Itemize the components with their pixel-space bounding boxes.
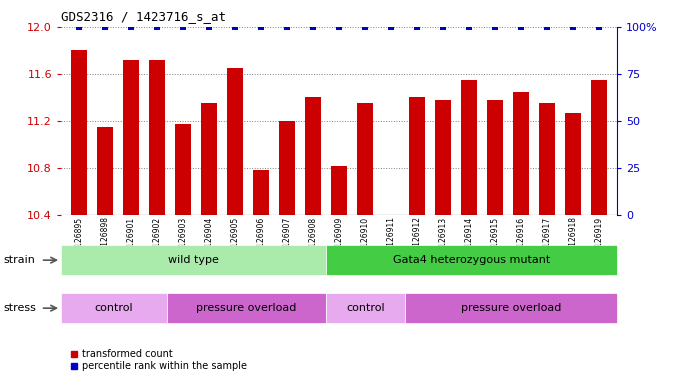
Bar [461,80,477,215]
Point [74,24,85,30]
Text: pressure overload: pressure overload [461,303,561,313]
Bar [61,245,325,275]
Point [490,24,500,30]
Bar [325,245,617,275]
Point [542,24,553,30]
Bar [591,80,607,215]
Bar [405,293,617,323]
Bar [61,293,167,323]
Point [386,24,397,30]
Bar [487,100,502,215]
Point [256,24,266,30]
Point [281,24,292,30]
Bar [71,50,87,215]
Bar [254,170,269,215]
Legend: transformed count, percentile rank within the sample: transformed count, percentile rank withi… [66,346,252,375]
Point [125,24,136,30]
Text: control: control [346,303,385,313]
Point [412,24,422,30]
Bar [201,103,217,215]
Bar [167,293,325,323]
Bar [565,113,580,215]
Text: GDS2316 / 1423716_s_at: GDS2316 / 1423716_s_at [61,10,226,23]
Bar [435,100,451,215]
Bar [123,60,139,215]
Point [437,24,448,30]
Bar [332,166,346,215]
Point [334,24,344,30]
Text: strain: strain [3,255,35,265]
Bar [305,98,321,215]
Point [593,24,604,30]
Bar [539,103,555,215]
Text: control: control [95,303,134,313]
Text: wild type: wild type [168,255,219,265]
Point [178,24,188,30]
Point [567,24,578,30]
Bar [227,68,243,215]
Point [100,24,111,30]
Point [230,24,241,30]
Point [308,24,319,30]
Point [203,24,214,30]
Bar [149,60,165,215]
Point [515,24,526,30]
Text: Gata4 heterozygous mutant: Gata4 heterozygous mutant [393,255,550,265]
Point [152,24,163,30]
Text: stress: stress [3,303,36,313]
Point [464,24,475,30]
Point [359,24,370,30]
Bar [176,124,191,215]
Bar [513,91,529,215]
Bar [98,127,113,215]
Bar [357,103,373,215]
Bar [279,121,295,215]
Text: pressure overload: pressure overload [196,303,296,313]
Bar [409,98,424,215]
Bar [325,293,405,323]
